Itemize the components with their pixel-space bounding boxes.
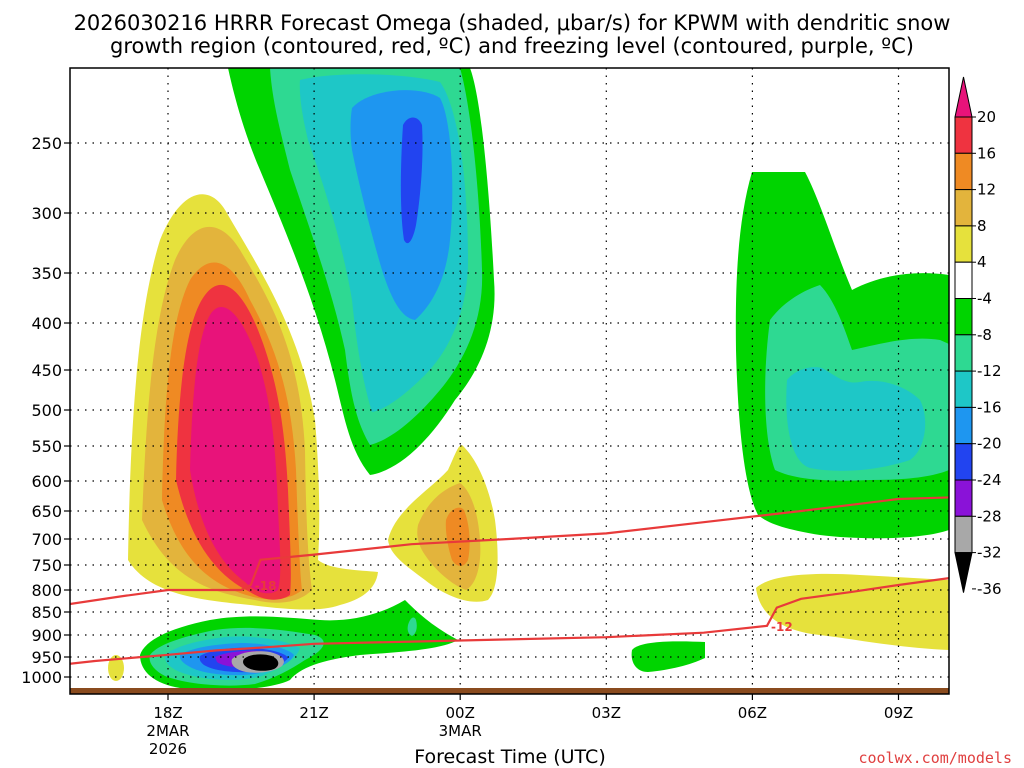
omega-neg20-aloft — [400, 117, 423, 244]
y-tick-label: 950 — [31, 648, 62, 667]
y-tick-label: 250 — [31, 134, 62, 153]
y-tick-label: 400 — [31, 314, 62, 333]
x-tick-label: 2026 — [149, 740, 187, 758]
colorbar-swatch — [954, 334, 973, 372]
colorbar-label: 12 — [977, 181, 996, 199]
x-tick-label: 3MAR — [439, 722, 482, 740]
colorbar-label: -8 — [977, 326, 992, 344]
y-tick-label: 500 — [31, 401, 62, 420]
y-tick-label: 450 — [31, 361, 62, 380]
upward-core-region — [128, 194, 378, 610]
x-tick-label: 00Z — [446, 704, 475, 722]
omega-neg8-low-small — [407, 617, 417, 636]
omega-4-low-spot — [108, 655, 124, 681]
y-tick-label: 1000 — [21, 668, 62, 687]
omega-neg4-low-small — [631, 641, 705, 672]
omega-4-right-band — [756, 573, 949, 650]
ground-strip — [70, 688, 949, 694]
y-tick-label: 650 — [31, 502, 62, 521]
omega-20-region — [190, 306, 281, 594]
colorbar-swatch — [954, 225, 973, 263]
x-tick-label: 18Z — [153, 704, 182, 722]
contour-label: -12 — [771, 620, 793, 634]
colorbar-bottom-arrow — [954, 552, 973, 593]
colorbar: 20 16 12 8 4 -4 -8 -12 -16 -20 -24 -28 -32 -36 — [954, 76, 1002, 598]
omega-neg12-right — [786, 367, 926, 471]
y-tick-label: 850 — [31, 603, 62, 622]
y-tick-label: 600 — [31, 472, 62, 491]
colorbar-label: -12 — [977, 362, 1002, 380]
colorbar-swatch — [954, 370, 973, 408]
colorbar-swatch — [954, 261, 973, 300]
chart-title-line1: 2026030216 HRRR Forecast Omega (shaded, … — [74, 11, 951, 35]
dendritic-contours: -18 -12 — [70, 496, 949, 665]
dendritic-contour-line — [70, 576, 949, 665]
colorbar-label: -24 — [977, 471, 1002, 489]
credit-text: coolwx.com/models — [858, 749, 1012, 767]
colorbar-label: -20 — [977, 435, 1002, 453]
x-tick-label: 06Z — [738, 704, 767, 722]
omega-12-cell — [445, 507, 470, 566]
colorbar-label: -28 — [977, 507, 1002, 525]
colorbar-label: -4 — [977, 290, 992, 308]
colorbar-label: 8 — [977, 217, 987, 235]
colorbar-label: -36 — [977, 580, 1002, 598]
midlevel-upward-cell — [388, 445, 498, 602]
colorbar-label: -32 — [977, 544, 1002, 562]
y-tick-label: 550 — [31, 437, 62, 456]
colorbar-label: 16 — [977, 144, 996, 162]
x-tick-label: 09Z — [884, 704, 913, 722]
x-tick-label: 2MAR — [146, 722, 189, 740]
colorbar-top-arrow — [954, 76, 973, 118]
y-axis: 250 300 350 400 450 500 550 600 650 700 750 800 850 9… — [21, 134, 70, 687]
colorbar-swatch — [954, 189, 973, 227]
y-tick-label: 300 — [31, 204, 62, 223]
colorbar-swatch — [954, 479, 973, 517]
x-axis-label: Forecast Time (UTC) — [414, 746, 605, 768]
colorbar-label: 20 — [977, 108, 996, 126]
colorbar-swatch — [954, 443, 973, 481]
plot-border — [69, 67, 950, 695]
contour-label: -18 — [255, 579, 277, 593]
y-tick-label: 800 — [31, 581, 62, 600]
y-tick-label: 350 — [31, 264, 62, 283]
colorbar-swatch — [954, 152, 973, 191]
chart-title-line2: growth region (contoured, red, ºC) and f… — [110, 34, 914, 58]
colorbar-swatch — [954, 406, 973, 445]
y-tick-label: 900 — [31, 626, 62, 645]
y-tick-label: 700 — [31, 530, 62, 549]
lower-right-upward-band — [756, 573, 949, 650]
x-tick-label: 03Z — [592, 704, 621, 722]
colorbar-swatch — [954, 116, 973, 154]
colorbar-swatch — [954, 515, 973, 554]
y-tick-label: 750 — [31, 556, 62, 575]
downward-aloft-region — [228, 68, 495, 475]
low-level-downward-band — [108, 600, 705, 688]
colorbar-label: 4 — [977, 253, 987, 271]
dendritic-contour-line — [70, 496, 949, 606]
colorbar-label: -16 — [977, 398, 1002, 416]
omega-neg36-low — [243, 654, 279, 671]
plot-area: -18 -12 — [70, 68, 949, 688]
evening-downward-region — [735, 172, 949, 539]
x-tick-label: 21Z — [299, 704, 328, 722]
colorbar-swatch — [954, 298, 973, 336]
